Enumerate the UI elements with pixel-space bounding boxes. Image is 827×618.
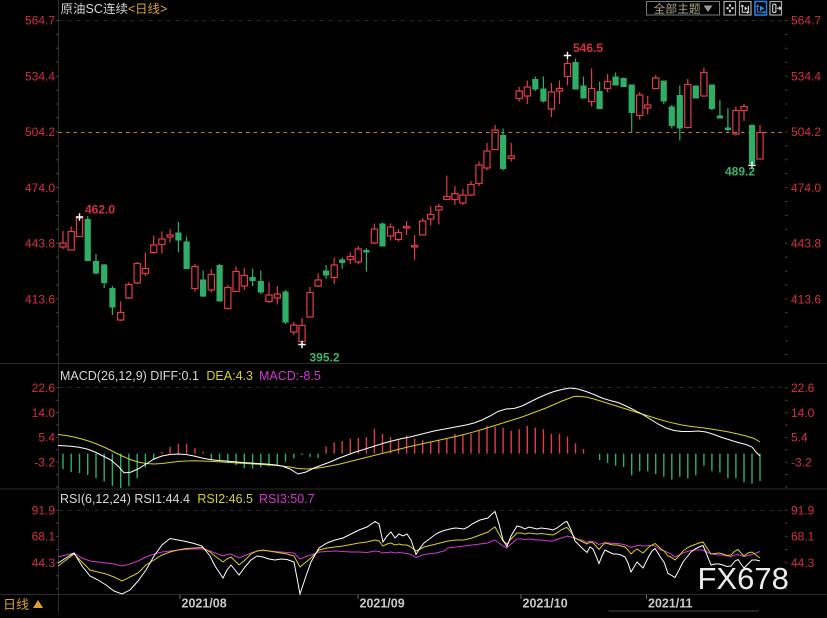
svg-text:5.4: 5.4 [791, 431, 808, 445]
svg-text:564.7: 564.7 [25, 14, 55, 28]
svg-text:443.8: 443.8 [25, 237, 55, 251]
svg-text:44.3: 44.3 [791, 556, 815, 570]
svg-text:462.0: 462.0 [85, 203, 115, 217]
svg-text:395.2: 395.2 [310, 351, 340, 365]
svg-text:2021/10: 2021/10 [523, 597, 568, 611]
svg-text:MACD(26,12,9) DIFF:0.1 DEA:4.3: MACD(26,12,9) DIFF:0.1 DEA:4.3 MACD:-8.5 [60, 369, 321, 383]
svg-text:474.0: 474.0 [25, 181, 55, 195]
svg-text:22.6: 22.6 [32, 381, 56, 395]
svg-text:5.4: 5.4 [38, 431, 55, 445]
svg-text:68.1: 68.1 [791, 530, 815, 544]
svg-text:534.4: 534.4 [791, 70, 821, 84]
svg-text:564.7: 564.7 [791, 14, 821, 28]
svg-text:2021/08: 2021/08 [182, 597, 227, 611]
svg-text:-3.2: -3.2 [34, 456, 55, 470]
svg-text:534.4: 534.4 [25, 70, 55, 84]
svg-text:413.6: 413.6 [25, 292, 55, 306]
svg-text:546.5: 546.5 [573, 41, 603, 55]
svg-text:-3.2: -3.2 [791, 456, 812, 470]
svg-text:FX678: FX678 [698, 561, 789, 596]
svg-text:504.2: 504.2 [791, 125, 821, 139]
svg-text:>: > [160, 2, 167, 16]
svg-text:489.2: 489.2 [725, 165, 755, 179]
svg-text:14.0: 14.0 [32, 406, 56, 420]
svg-text:91.9: 91.9 [32, 503, 56, 517]
svg-text:22.6: 22.6 [791, 381, 815, 395]
svg-text:474.0: 474.0 [791, 181, 821, 195]
svg-text:504.2: 504.2 [25, 125, 55, 139]
svg-text:2021/09: 2021/09 [360, 597, 405, 611]
svg-text:2021/11: 2021/11 [648, 597, 693, 611]
svg-text:413.6: 413.6 [791, 292, 821, 306]
svg-text:SC: SC [86, 2, 103, 16]
svg-text:14.0: 14.0 [791, 406, 815, 420]
svg-text:44.3: 44.3 [32, 556, 56, 570]
svg-text:443.8: 443.8 [791, 237, 821, 251]
svg-text:91.9: 91.9 [791, 503, 815, 517]
svg-text:68.1: 68.1 [32, 530, 56, 544]
svg-text:RSI(6,12,24) RSI1:44.4 RSI2:46: RSI(6,12,24) RSI1:44.4 RSI2:46.5 RSI3:50.… [60, 492, 315, 506]
svg-text:<: < [128, 2, 135, 16]
